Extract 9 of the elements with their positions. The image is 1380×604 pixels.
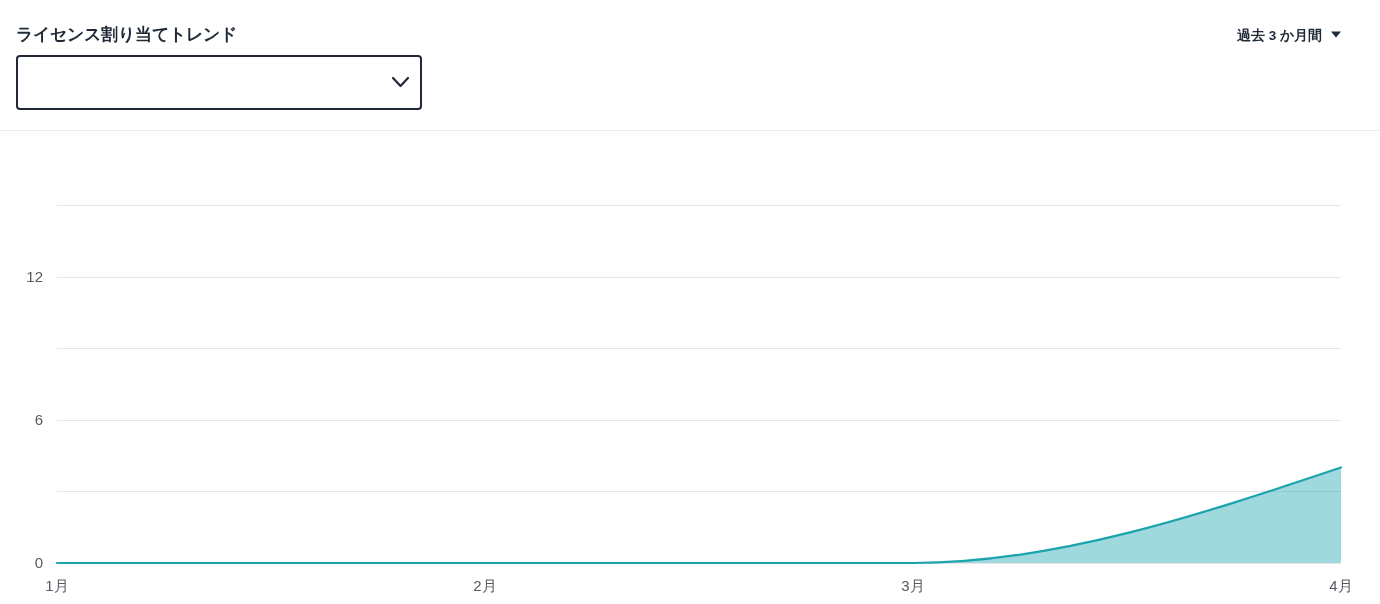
xtick-label: 4月 <box>1329 577 1353 594</box>
ytick-label: 12 <box>26 267 43 285</box>
annotation: 過去 3 か月間 <box>1237 28 1322 43</box>
xtick-label: 2月 <box>473 577 497 594</box>
xtick-label: 1月 <box>45 577 69 594</box>
ytick-label: 6 <box>34 410 43 428</box>
ytick-label: 0 <box>34 554 43 571</box>
xtick-label: 3月 <box>901 577 925 594</box>
title: ライセンス割り当てトレンド <box>16 25 237 44</box>
